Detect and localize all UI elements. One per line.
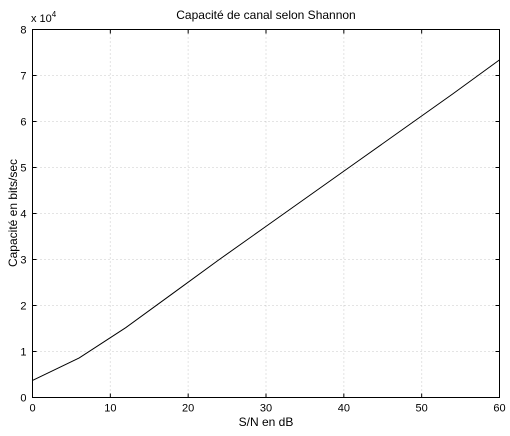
ticks xyxy=(32,29,500,398)
tick-labels: 0 10 20 30 40 50 60 0 1 2 3 4 5 6 7 8 xyxy=(20,25,505,415)
x-tick-label: 10 xyxy=(104,403,116,415)
y-scale-factor-base: x 10 xyxy=(31,13,52,25)
grid xyxy=(32,29,500,398)
y-tick-label: 8 xyxy=(20,25,26,37)
x-tick-label: 0 xyxy=(29,403,35,415)
chart-title: Capacité de canal selon Shannon xyxy=(176,8,355,22)
y-tick-label: 6 xyxy=(20,117,26,129)
y-tick-label: 1 xyxy=(20,347,26,359)
y-tick-label: 7 xyxy=(20,71,26,83)
x-tick-label: 30 xyxy=(260,403,272,415)
y-axis-label: Capacité en bits/sec xyxy=(6,159,20,267)
x-tick-label: 40 xyxy=(338,403,350,415)
y-scale-factor: x 104 xyxy=(31,10,57,25)
x-tick-label: 60 xyxy=(493,403,505,415)
y-tick-label: 5 xyxy=(20,163,26,175)
y-tick-label: 0 xyxy=(20,393,26,405)
series-line-0 xyxy=(32,59,500,381)
y-tick-label: 3 xyxy=(20,255,26,267)
series-layer xyxy=(32,59,500,381)
x-tick-label: 50 xyxy=(416,403,428,415)
y-scale-factor-exponent: 4 xyxy=(52,10,57,19)
x-axis-label: S/N en dB xyxy=(239,415,294,429)
x-tick-label: 20 xyxy=(182,403,194,415)
y-tick-label: 4 xyxy=(20,209,26,221)
y-tick-label: 2 xyxy=(20,301,26,313)
